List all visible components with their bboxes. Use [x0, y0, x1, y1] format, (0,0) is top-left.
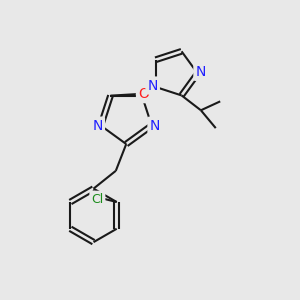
Text: N: N — [195, 65, 206, 79]
Text: O: O — [138, 87, 149, 101]
Text: N: N — [149, 118, 160, 133]
Text: Cl: Cl — [91, 193, 104, 206]
Text: N: N — [93, 118, 103, 133]
Text: N: N — [148, 79, 158, 92]
